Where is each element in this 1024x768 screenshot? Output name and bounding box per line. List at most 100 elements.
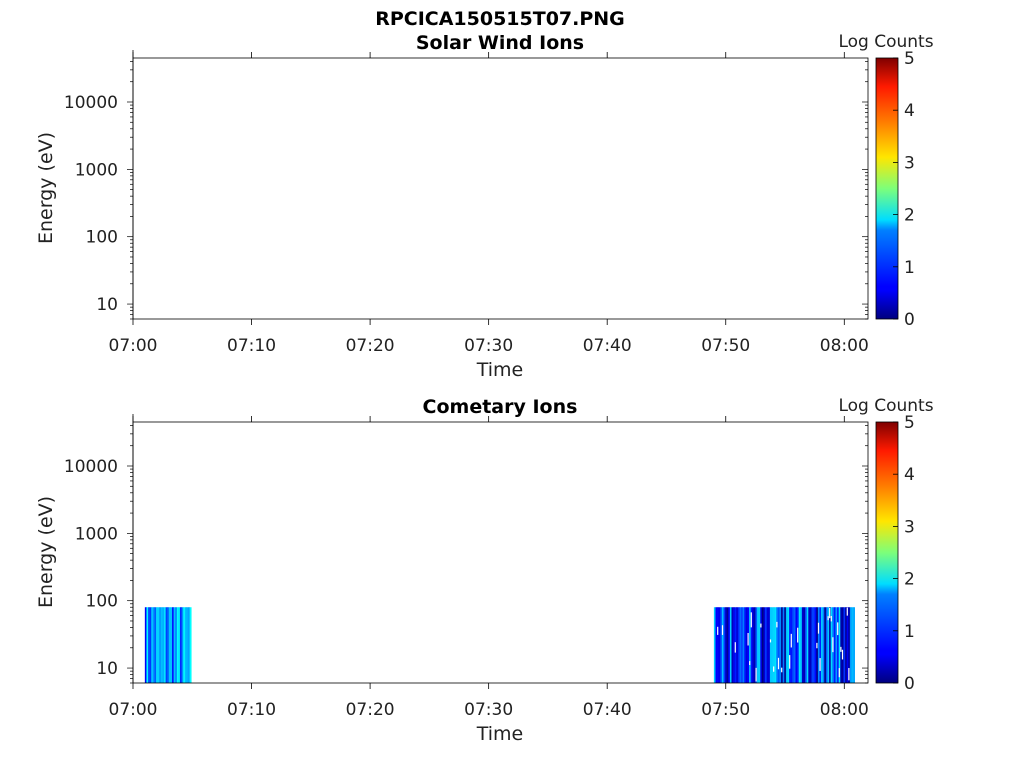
cometary-ions-data-column <box>151 607 154 683</box>
cometary-ions-data-column <box>750 607 753 683</box>
solar-wind-ions-y-tick-label: 10000 <box>64 93 118 113</box>
cometary-ions-y-tick-label: 1000 <box>75 524 118 544</box>
solar-wind-ions-panel: Solar Wind Ions Time Energy (eV) Log Cou… <box>35 32 934 381</box>
cometary-ions-data-column <box>797 607 799 683</box>
cometary-ions-data-column <box>808 607 811 683</box>
solar-wind-ions-y-tick-label: 10 <box>96 295 118 315</box>
cometary-ions-data-gap <box>838 668 840 678</box>
cometary-ions-x-tick-label: 07:20 <box>346 700 395 720</box>
cometary-ions-xlabel: Time <box>476 723 524 745</box>
cometary-ions-data-gap <box>846 607 848 616</box>
cometary-ions-data-column <box>736 607 739 683</box>
solar-wind-ions-ylabel: Energy (eV) <box>35 132 57 244</box>
cometary-ions-data-column <box>188 607 190 683</box>
cometary-ions-data-column <box>827 607 830 683</box>
cometary-ions-data-column <box>749 607 751 683</box>
cometary-ions-colorbar-tick-label: 4 <box>904 465 915 485</box>
cometary-ions-data-column <box>777 607 780 683</box>
solar-wind-ions-title: Solar Wind Ions <box>416 32 584 54</box>
cometary-ions-data-column <box>728 607 731 683</box>
cometary-ions-data-gap <box>721 625 724 635</box>
cometary-ions-data-column <box>725 607 727 683</box>
cometary-ions-y-tick-label: 100 <box>86 592 118 612</box>
cometary-ions-data-column <box>154 607 157 683</box>
solar-wind-ions-x-tick-label: 07:10 <box>227 336 276 356</box>
cometary-ions-data-column <box>789 607 791 683</box>
cometary-ions-data-column <box>752 607 755 683</box>
cometary-ions-title: Cometary Ions <box>423 396 578 418</box>
cometary-ions-data-gap <box>817 622 820 634</box>
cometary-ions-data-gap <box>717 626 719 635</box>
cometary-ions-data-column <box>779 607 782 683</box>
cometary-ions-data-column <box>157 607 160 683</box>
cometary-ions-plot-area <box>127 414 869 689</box>
cometary-ions-data-gap <box>777 657 780 670</box>
cometary-ions-data-column <box>761 607 764 683</box>
cometary-ions-data-column <box>156 607 158 683</box>
solar-wind-ions-colorbar-tick-label: 4 <box>904 101 915 121</box>
solar-wind-ions-colorbar-tick-label: 2 <box>904 206 915 226</box>
cometary-ions-data-column <box>830 607 833 683</box>
cometary-ions-data-column <box>726 607 729 683</box>
solar-wind-ions-axes-frame <box>132 57 869 320</box>
cometary-ions-data-column <box>742 607 745 683</box>
cometary-ions-data-column <box>186 607 189 683</box>
cometary-ions-data-column <box>803 607 806 683</box>
cometary-ions-x-tick-label: 07:10 <box>227 700 276 720</box>
cometary-ions-data-column <box>851 607 854 683</box>
cometary-ions-data-column <box>760 607 763 683</box>
solar-wind-ions-y-tick-label: 1000 <box>75 160 118 180</box>
cometary-ions-data-column <box>148 607 150 683</box>
cometary-ions-data-column <box>848 607 851 683</box>
solar-wind-ions-xlabel: Time <box>476 359 524 381</box>
cometary-ions-data-column <box>144 607 147 683</box>
cometary-ions-data-gap <box>776 621 778 628</box>
cometary-ions-data-gap <box>789 655 791 669</box>
cometary-ions-data-column <box>837 607 839 683</box>
cometary-ions-data-column <box>731 607 734 683</box>
cometary-ions-data-gap <box>848 668 850 681</box>
cometary-ions-data-column <box>829 607 831 683</box>
cometary-ions-data-column <box>175 607 178 683</box>
cometary-ions-data-column <box>811 607 814 683</box>
cometary-ions-data-column <box>841 607 844 683</box>
cometary-ions-data-column <box>180 607 182 683</box>
cometary-ions-data-gap <box>773 666 775 672</box>
cometary-ions-data-column <box>721 607 724 683</box>
cometary-ions-data-column <box>824 607 827 683</box>
cometary-ions-data-column <box>771 607 774 683</box>
cometary-ions-data-column <box>785 607 788 683</box>
solar-wind-ions-x-tick-label: 07:00 <box>109 336 158 356</box>
solar-wind-ions-x-tick-label: 07:20 <box>346 336 395 356</box>
cometary-ions-panel: Cometary Ions Time Energy (eV) Log Count… <box>35 396 934 745</box>
cometary-ions-data-column <box>741 607 743 683</box>
cometary-ions-data-gap <box>827 616 829 621</box>
cometary-ions-data-gap <box>747 632 749 646</box>
cometary-ions-data-column <box>792 607 795 683</box>
cometary-ions-data-gap <box>769 639 772 643</box>
cometary-ions-colorbar-tick-label: 0 <box>904 674 915 694</box>
cometary-ions-data-column <box>718 607 721 683</box>
cometary-ions-x-tick-label: 07:00 <box>109 700 158 720</box>
cometary-ions-data-column <box>819 607 822 683</box>
solar-wind-ions-y-tick-label: 100 <box>86 228 118 248</box>
cometary-ions-data-column <box>845 607 847 683</box>
cometary-ions-data-column <box>737 607 740 683</box>
cometary-ions-data-column <box>152 607 155 683</box>
cometary-ions-data-column <box>825 607 828 683</box>
cometary-ions-data-column <box>753 607 756 683</box>
cometary-ions-data-column <box>795 607 798 683</box>
cometary-ions-data-column <box>800 607 803 683</box>
cometary-ions-data-column <box>729 607 732 683</box>
cometary-ions-data-column <box>757 607 759 683</box>
cometary-ions-data-column <box>739 607 742 683</box>
cometary-ions-colorbar-tick-label: 5 <box>904 413 915 433</box>
cometary-ions-data-gap <box>760 623 762 628</box>
cometary-ions-colorbar <box>875 421 899 684</box>
solar-wind-ions-x-tick-label: 07:30 <box>464 336 513 356</box>
cometary-ions-data-column <box>723 607 726 683</box>
cometary-ions-data-column <box>170 607 173 683</box>
cometary-ions-data-column <box>733 607 735 683</box>
cometary-ions-data-column <box>765 607 767 683</box>
cometary-ions-data-column <box>758 607 761 683</box>
